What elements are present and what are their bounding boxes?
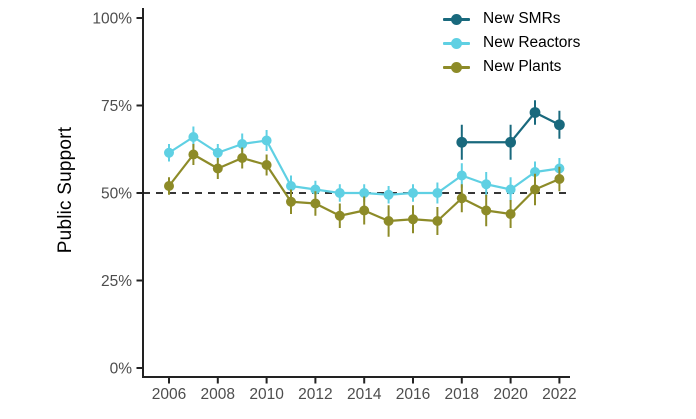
data-point (481, 205, 492, 216)
x-tick-label: 2014 (347, 386, 382, 403)
data-point (505, 184, 516, 195)
data-point (237, 139, 248, 149)
data-point (530, 184, 540, 195)
legend-item-new-plants: New Plants (443, 55, 580, 79)
data-point (212, 147, 223, 158)
data-point (261, 160, 272, 170)
y-tick-label: 0% (110, 361, 133, 378)
legend: New SMRs New Reactors New Plants (443, 7, 580, 79)
data-point (188, 132, 199, 142)
y-tick-label: 50% (101, 186, 132, 203)
data-point (359, 205, 370, 216)
data-point (383, 189, 394, 200)
data-point (529, 107, 541, 118)
x-tick-label: 2010 (249, 386, 284, 403)
x-tick-label: 2022 (542, 386, 576, 403)
legend-label: New Reactors (483, 34, 581, 51)
y-tick-label: 75% (101, 98, 132, 115)
data-point (456, 193, 467, 204)
data-point (310, 198, 321, 209)
y-tick-label: 100% (92, 11, 132, 28)
data-point (554, 119, 565, 131)
legend-label: New Plants (483, 58, 562, 75)
legend-key-icon (443, 61, 470, 74)
y-axis-title: Public Support (55, 126, 76, 254)
data-point (554, 174, 565, 184)
data-point (505, 136, 516, 148)
x-tick-label: 2006 (152, 386, 186, 403)
legend-key-icon (443, 13, 470, 26)
x-tick-label: 2018 (445, 386, 479, 403)
data-point (383, 216, 394, 226)
data-point (530, 167, 540, 177)
data-point (261, 135, 272, 146)
data-point (164, 181, 174, 191)
data-point (505, 209, 516, 219)
legend-dot-icon (451, 61, 462, 73)
data-point (456, 170, 467, 181)
data-point (310, 184, 321, 195)
data-point (286, 181, 296, 191)
x-tick-label: 2016 (396, 386, 430, 403)
legend-label: New SMRs (483, 10, 561, 27)
data-point (188, 149, 199, 160)
x-tick-label: 2020 (493, 386, 528, 403)
data-point (237, 153, 248, 163)
data-point (481, 179, 492, 190)
data-point (432, 188, 443, 198)
data-point (408, 214, 418, 225)
legend-dot-icon (451, 37, 462, 49)
data-point (432, 216, 443, 226)
y-tick-label: 25% (101, 273, 132, 290)
legend-item-new-reactors: New Reactors (443, 31, 580, 55)
legend-key-icon (443, 37, 470, 50)
data-point (456, 136, 468, 148)
legend-item-new-smrs: New SMRs (443, 7, 580, 31)
x-tick-label: 2012 (298, 386, 332, 403)
data-point (212, 163, 223, 174)
data-point (286, 196, 296, 207)
series-line (461, 111, 560, 144)
data-point (334, 210, 345, 221)
data-point (334, 188, 345, 198)
x-tick-label: 2008 (201, 386, 235, 403)
data-point (359, 188, 370, 198)
data-point (408, 188, 418, 198)
legend-dot-icon (451, 13, 462, 25)
data-point (164, 147, 174, 158)
